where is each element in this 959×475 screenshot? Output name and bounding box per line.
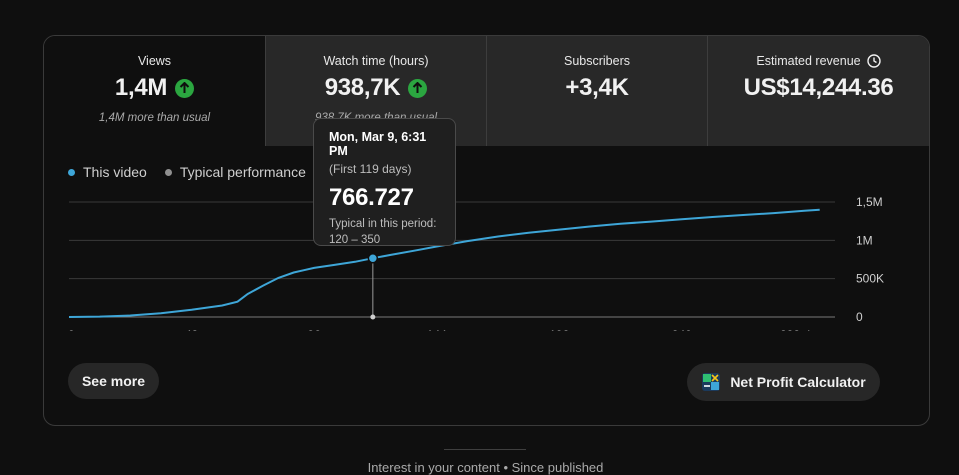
metric-tab-revenue[interactable]: Estimated revenue US$14,244.36	[707, 36, 929, 146]
metric-label: Views	[137, 54, 172, 68]
tooltip-typical-range: 120 – 350	[329, 234, 381, 246]
x-tick-label: 240	[672, 328, 692, 331]
metric-value-row: 938,7K	[266, 74, 486, 102]
net-profit-calculator-label: Net Profit Calculator	[730, 374, 866, 390]
metric-tabs: Views 1,4M 1,4M more than usual Watch ti…	[44, 36, 929, 146]
net-profit-calculator-logo-icon	[702, 373, 721, 391]
series-line-this-video	[68, 208, 820, 318]
metric-label: Watch time (hours)	[323, 54, 429, 68]
see-more-button[interactable]: See more	[68, 363, 159, 399]
tooltip-typical-label: Typical in this period:	[329, 218, 437, 230]
legend-item-typical[interactable]: Typical performance	[164, 164, 306, 180]
hover-axis-marker	[370, 314, 376, 320]
x-tick-label: 48	[185, 328, 199, 331]
metric-label: Estimated revenue	[756, 54, 861, 68]
x-tick-label: 0	[68, 328, 75, 331]
metric-value-row: +3,4K	[487, 74, 707, 102]
legend-dot	[68, 168, 75, 176]
metric-value: US$14,244.36	[743, 74, 894, 101]
x-tick-label: 288 days	[780, 328, 829, 331]
metric-value: +3,4K	[565, 74, 629, 101]
legend-item-this-video[interactable]: This video	[68, 164, 147, 180]
tooltip-period: (First 119 days)	[329, 162, 412, 176]
metric-value: 938,7K	[324, 74, 401, 101]
metric-value-row: 1,4M	[44, 74, 265, 102]
tooltip-value: 766.727	[329, 184, 414, 211]
metric-label: Subscribers	[564, 54, 630, 68]
legend-label: This video	[83, 164, 147, 180]
clock-icon	[866, 54, 881, 68]
x-tick-label: 144	[427, 328, 447, 331]
footer-caption: Interest in your content • Since publish…	[367, 460, 604, 475]
metric-note: 1,4M more than usual	[98, 112, 211, 124]
y-tick-label: 1M	[856, 233, 873, 247]
metric-value: 1,4M	[114, 74, 168, 101]
arrow-up-icon	[408, 78, 428, 98]
metric-tab-subscribers[interactable]: Subscribers +3,4K	[486, 36, 707, 146]
analytics-card: Views 1,4M 1,4M more than usual Watch ti…	[43, 35, 930, 426]
y-tick-label: 0	[856, 310, 863, 324]
metric-tab-views[interactable]: Views 1,4M 1,4M more than usual	[44, 36, 265, 146]
arrow-up-icon	[175, 78, 195, 98]
x-tick-label: 192	[549, 328, 569, 331]
x-tick-label: 96	[307, 328, 321, 331]
chart-legend: This video Typical performance	[68, 164, 306, 180]
legend-label: Typical performance	[179, 164, 306, 180]
legend-dot	[164, 168, 172, 176]
metric-label-row: Estimated revenue	[708, 54, 929, 68]
tooltip-date: Mon, Mar 9, 6:31 PM	[329, 130, 427, 158]
views-line-chart[interactable]: 0 500K 1M 1,5M 0 48 96 144 192 240 288 days	[44, 186, 929, 331]
hover-point[interactable]	[367, 252, 379, 264]
y-tick-label: 500K	[856, 272, 884, 286]
metric-value-row: US$14,244.36	[708, 74, 929, 102]
y-tick-label: 1,5M	[856, 195, 883, 209]
net-profit-calculator-button[interactable]: Net Profit Calculator	[687, 363, 880, 401]
chart-tooltip: Mon, Mar 9, 6:31 PM (First 119 days) 766…	[313, 118, 456, 246]
footer-divider	[444, 449, 526, 450]
